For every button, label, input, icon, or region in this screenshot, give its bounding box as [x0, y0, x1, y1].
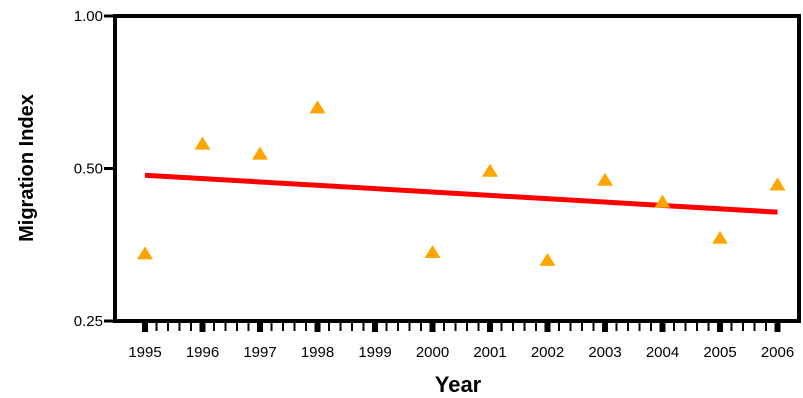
y-axis-title: Migration Index	[16, 94, 38, 242]
x-tick-label: 2004	[646, 344, 679, 361]
data-point	[769, 177, 786, 191]
x-tick-label: 2001	[473, 344, 506, 361]
x-tick	[257, 322, 263, 332]
x-tick-label: 1999	[358, 344, 391, 361]
x-tick	[774, 322, 781, 332]
data-point	[539, 252, 556, 266]
x-tick	[199, 322, 206, 332]
data-point	[309, 100, 326, 114]
x-tick-label: 1996	[186, 344, 219, 361]
trendline-layer	[144, 172, 778, 215]
plot-frame	[113, 14, 801, 323]
y-tick-label: 0.25	[74, 313, 103, 330]
y-tick-label: 0.50	[74, 161, 103, 178]
x-tick-label: 2002	[531, 344, 564, 361]
data-point	[654, 194, 671, 208]
data-point	[424, 245, 441, 259]
x-tick	[142, 322, 148, 332]
x-tick-label: 2003	[588, 344, 621, 361]
y-axis: 0.25 0.50 1.00	[74, 8, 115, 330]
data-point	[482, 163, 498, 177]
x-tick	[717, 322, 723, 332]
data-point	[137, 246, 153, 260]
plot-area	[113, 14, 801, 323]
x-tick	[487, 322, 493, 332]
x-tick	[602, 322, 608, 332]
data-point	[712, 230, 728, 244]
points-layer	[137, 100, 786, 266]
x-tick-label: 1998	[301, 344, 334, 361]
data-point	[597, 172, 613, 186]
data-point	[252, 146, 268, 160]
x-tick	[372, 322, 378, 332]
x-tick	[314, 322, 321, 332]
x-tick-label: 2006	[761, 344, 794, 361]
trendline	[144, 172, 778, 215]
x-tick-label: 2005	[703, 344, 736, 361]
data-point	[194, 136, 211, 150]
x-tick	[429, 322, 436, 332]
x-tick-label: 2000	[416, 344, 449, 361]
x-axis: 1995 1996 1997 1998 1999 2000 2001 2002 2003 2004…	[128, 322, 794, 361]
x-tick	[544, 322, 551, 332]
x-axis-title: Year	[435, 372, 482, 397]
x-tick	[659, 322, 666, 332]
y-tick-label: 1.00	[74, 8, 103, 25]
x-tick-label: 1997	[243, 344, 276, 361]
x-tick-label: 1995	[128, 344, 161, 361]
